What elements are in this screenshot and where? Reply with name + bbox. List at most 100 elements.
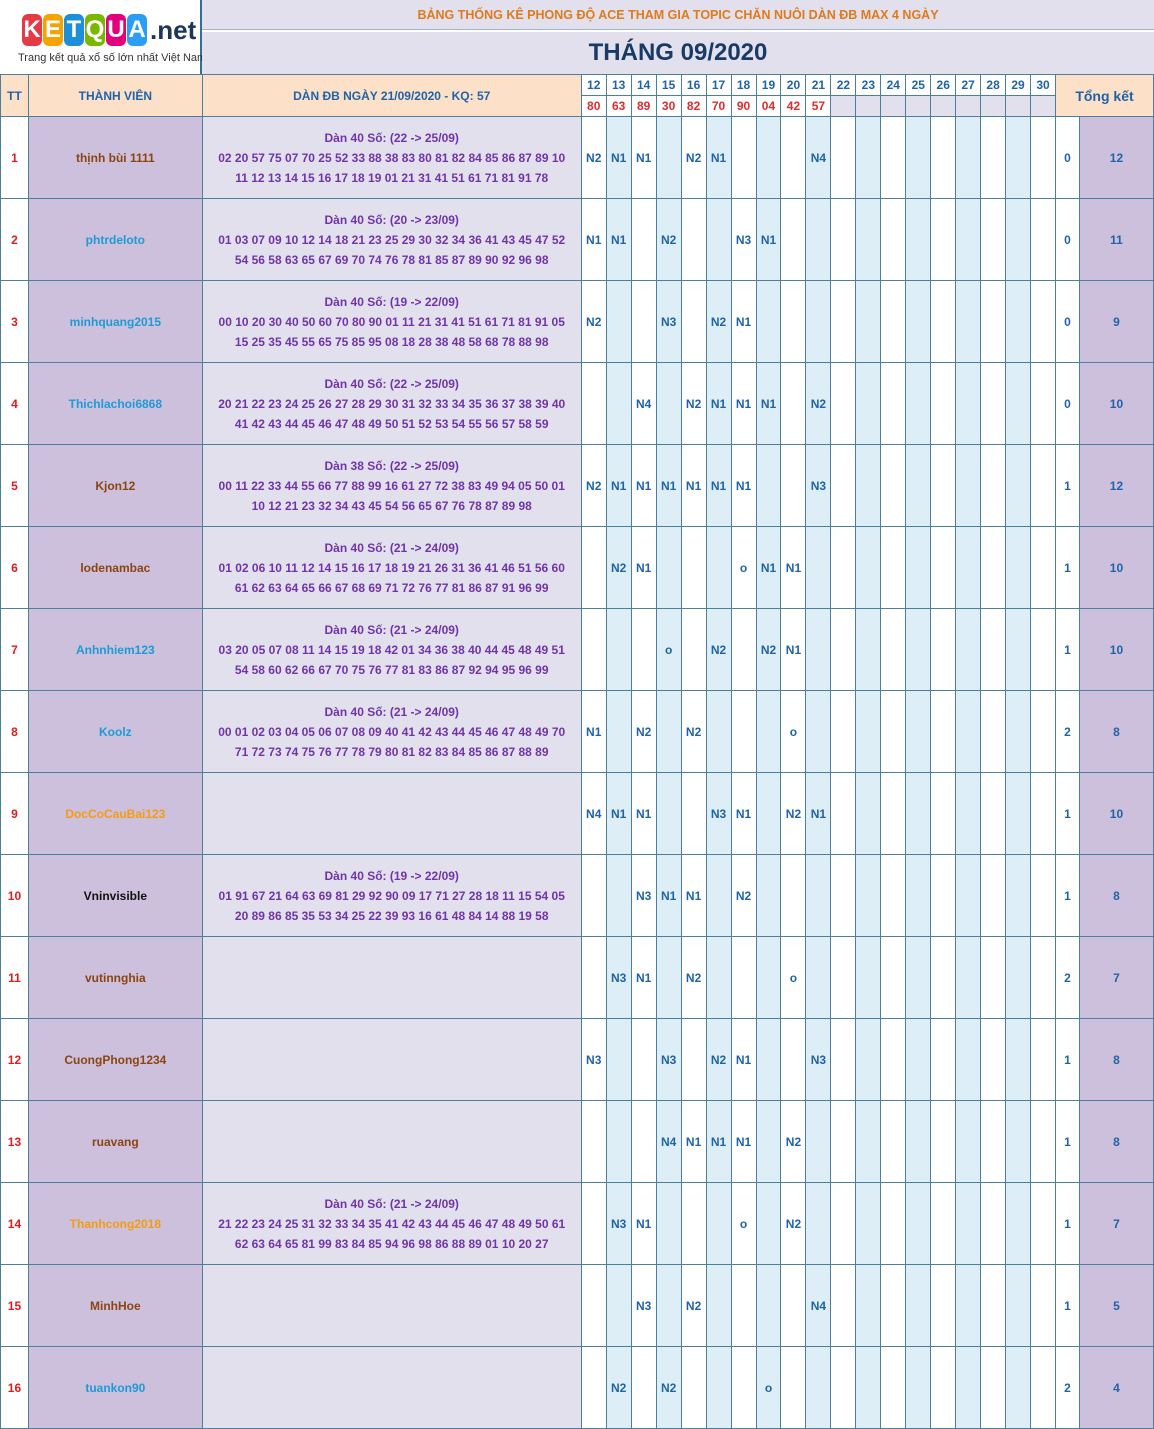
dan-dan-title: Dàn 40 Số: (21 -> 24/09)	[324, 704, 459, 719]
mark-cell	[755, 280, 782, 363]
mark-cell	[655, 362, 682, 445]
dan-dan-l2: 20 89 86 85 35 53 34 25 22 39 93 16 61 4…	[234, 908, 549, 923]
mark-cell	[830, 608, 857, 691]
mark-cell	[1030, 1346, 1056, 1429]
dan-cell: Dàn 40 Số: (19 -> 22/09) 00 10 20 30 40 5…	[201, 280, 582, 363]
mark-cell	[980, 1100, 1007, 1183]
mark-cell	[830, 198, 857, 281]
mark-cell	[705, 690, 732, 773]
day-result	[955, 95, 982, 117]
mark-cell	[905, 1018, 932, 1101]
mark-cell	[630, 280, 657, 363]
mark-cell: N1	[680, 854, 707, 937]
ketqua-logo[interactable]: K E T Q U A .net Trang kết quả xổ số lớn nhất …	[0, 0, 206, 76]
mark-cell	[880, 1018, 907, 1101]
mark-cell	[805, 936, 832, 1019]
header-member: THÀNH VIÊN	[27, 74, 203, 117]
dan-dan-l1: 01 02 06 10 11 12 14 15 16 17 18 19 21 2…	[218, 560, 565, 575]
mark-cell: N1	[805, 772, 832, 855]
member-row: 16 tuankon90 N2 N2 o 2 4	[0, 1346, 1154, 1429]
mark-cell	[605, 280, 632, 363]
dan-cell: Dàn 40 Số: (22 -> 25/09) 20 21 22 23 24 2…	[201, 362, 582, 445]
mark-cell	[580, 936, 607, 1019]
mark-cell: N1	[680, 1100, 707, 1183]
summary-total: 4	[1078, 1346, 1154, 1429]
mark-cell	[780, 444, 807, 527]
mark-cell	[905, 116, 932, 199]
member-name: MinhHoe	[27, 1264, 203, 1347]
day-result: 04	[755, 95, 782, 117]
mark-cell: N1	[580, 198, 607, 281]
mark-cell	[1005, 444, 1032, 527]
mark-cell	[980, 362, 1007, 445]
mark-cell	[980, 116, 1007, 199]
mark-cell: N1	[755, 526, 782, 609]
mark-cell	[605, 1018, 632, 1101]
mark-cell	[605, 690, 632, 773]
mark-cell: N2	[630, 690, 657, 773]
mark-cell: N4	[580, 772, 607, 855]
mark-cell	[655, 526, 682, 609]
mark-cell	[580, 1100, 607, 1183]
dan-dan-l2: 71 72 73 74 75 76 77 78 79 80 81 82 83 8…	[234, 744, 549, 759]
dan-cell	[201, 1346, 582, 1429]
dan-cell: Dàn 40 Số: (19 -> 22/09) 01 91 67 21 64 6…	[201, 854, 582, 937]
summary-count: 1	[1054, 526, 1080, 609]
member-name: Thichlachoi6868	[27, 362, 203, 445]
mark-cell	[905, 526, 932, 609]
mark-cell	[805, 1346, 832, 1429]
mark-cell	[905, 854, 932, 937]
summary-count: 1	[1054, 1018, 1080, 1101]
mark-cell: N3	[605, 1182, 632, 1265]
day-result	[980, 95, 1007, 117]
dan-dan-title: Dàn 40 Số: (19 -> 22/09)	[324, 868, 459, 883]
logo-letter: T	[64, 14, 84, 46]
mark-cell	[680, 1346, 707, 1429]
mark-cell	[855, 1100, 882, 1183]
mark-cell: N1	[630, 936, 657, 1019]
mark-cell	[805, 280, 832, 363]
summary-count: 1	[1054, 444, 1080, 527]
mark-cell: N3	[805, 1018, 832, 1101]
summary-count: 2	[1054, 1346, 1080, 1429]
member-name: Koolz	[27, 690, 203, 773]
row-number: 16	[0, 1346, 29, 1429]
mark-cell	[830, 444, 857, 527]
day-header: 24	[880, 74, 907, 96]
mark-cell	[930, 690, 957, 773]
dan-cell: Dàn 40 Số: (21 -> 24/09) 00 01 02 03 04 0…	[201, 690, 582, 773]
dan-dan-l1: 01 91 67 21 64 63 69 81 29 92 90 09 17 7…	[218, 888, 565, 903]
day-header: 12	[580, 74, 607, 96]
mark-cell	[880, 198, 907, 281]
mark-cell	[905, 690, 932, 773]
mark-cell	[880, 1182, 907, 1265]
mark-cell	[980, 1264, 1007, 1347]
mark-cell	[580, 1182, 607, 1265]
mark-cell	[1005, 280, 1032, 363]
mark-cell	[880, 116, 907, 199]
mark-cell	[930, 198, 957, 281]
mark-cell: N3	[655, 280, 682, 363]
mark-cell	[930, 1018, 957, 1101]
member-row: 12 CuongPhong1234 N3 N3 N2 N1 N3 1 8	[0, 1018, 1154, 1101]
mark-cell	[730, 936, 757, 1019]
mark-cell	[930, 1346, 957, 1429]
mark-cell: N2	[680, 116, 707, 199]
day-header: 14	[630, 74, 657, 96]
day-header: 30	[1030, 74, 1056, 96]
mark-cell: o	[730, 526, 757, 609]
mark-cell	[955, 608, 982, 691]
mark-cell	[930, 362, 957, 445]
day-result: 63	[605, 95, 632, 117]
mark-cell	[780, 1018, 807, 1101]
mark-cell: N2	[705, 1018, 732, 1101]
member-row: 7 Anhnhiem123 Dàn 40 Số: (21 -> 24/09) 03 2…	[0, 608, 1154, 691]
mark-cell	[855, 1264, 882, 1347]
member-name: CuongPhong1234	[27, 1018, 203, 1101]
mark-cell	[630, 608, 657, 691]
row-number: 3	[0, 280, 29, 363]
mark-cell	[755, 690, 782, 773]
dan-dan-l1: 20 21 22 23 24 25 26 27 28 29 30 31 32 3…	[218, 396, 566, 411]
day-header: 23	[855, 74, 882, 96]
row-number: 13	[0, 1100, 29, 1183]
